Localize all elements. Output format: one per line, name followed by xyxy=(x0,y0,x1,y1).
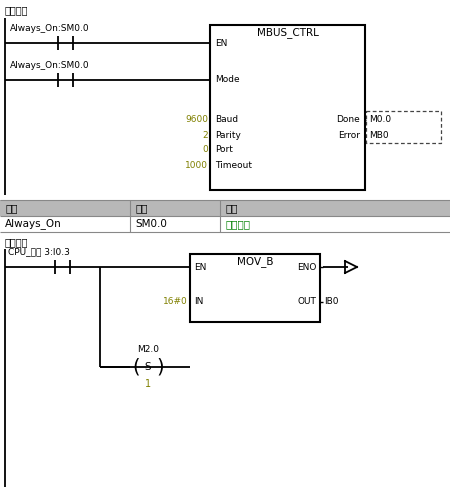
Text: 16#0: 16#0 xyxy=(163,298,188,306)
Text: SM0.0: SM0.0 xyxy=(135,219,167,229)
Text: IB0: IB0 xyxy=(324,298,338,306)
Text: Error: Error xyxy=(338,131,360,139)
Text: Always_On:SM0.0: Always_On:SM0.0 xyxy=(10,61,90,70)
Text: Baud: Baud xyxy=(215,115,238,125)
Text: 9600: 9600 xyxy=(185,115,208,125)
Text: 注释: 注释 xyxy=(225,203,238,213)
Text: Always_On:SM0.0: Always_On:SM0.0 xyxy=(10,24,90,33)
Text: IN: IN xyxy=(194,298,203,306)
Text: M2.0: M2.0 xyxy=(137,345,159,354)
Text: 输入注释: 输入注释 xyxy=(5,237,28,247)
Text: ENO: ENO xyxy=(297,262,316,271)
Text: CPU_输入 3:I0.3: CPU_输入 3:I0.3 xyxy=(8,247,70,256)
Text: 1000: 1000 xyxy=(185,161,208,169)
Bar xyxy=(366,111,441,143)
Text: EN: EN xyxy=(194,262,207,271)
Bar xyxy=(0,200,450,216)
Text: S: S xyxy=(145,362,151,372)
Bar xyxy=(0,216,450,232)
Text: Mode: Mode xyxy=(215,75,239,85)
Text: 输入注释: 输入注释 xyxy=(5,5,28,15)
Text: Always_On: Always_On xyxy=(5,219,62,229)
Text: M0.0: M0.0 xyxy=(369,115,391,125)
Text: ): ) xyxy=(156,357,164,376)
Bar xyxy=(190,254,320,322)
Text: 符号: 符号 xyxy=(5,203,18,213)
Text: MBUS_CTRL: MBUS_CTRL xyxy=(256,28,319,38)
Bar xyxy=(210,25,365,190)
Text: Timeout: Timeout xyxy=(215,161,252,169)
Text: Port: Port xyxy=(215,146,233,154)
Text: 始终接通: 始终接通 xyxy=(225,219,250,229)
Text: EN: EN xyxy=(215,38,227,48)
Text: Done: Done xyxy=(336,115,360,125)
Text: 1: 1 xyxy=(145,379,151,389)
Text: 地址: 地址 xyxy=(135,203,148,213)
Text: MOV_B: MOV_B xyxy=(237,257,273,267)
Text: 0: 0 xyxy=(202,146,208,154)
Text: (: ( xyxy=(132,357,140,376)
Text: Parity: Parity xyxy=(215,131,241,139)
Text: 2: 2 xyxy=(202,131,208,139)
Text: OUT: OUT xyxy=(297,298,316,306)
Text: MB0: MB0 xyxy=(369,131,389,139)
